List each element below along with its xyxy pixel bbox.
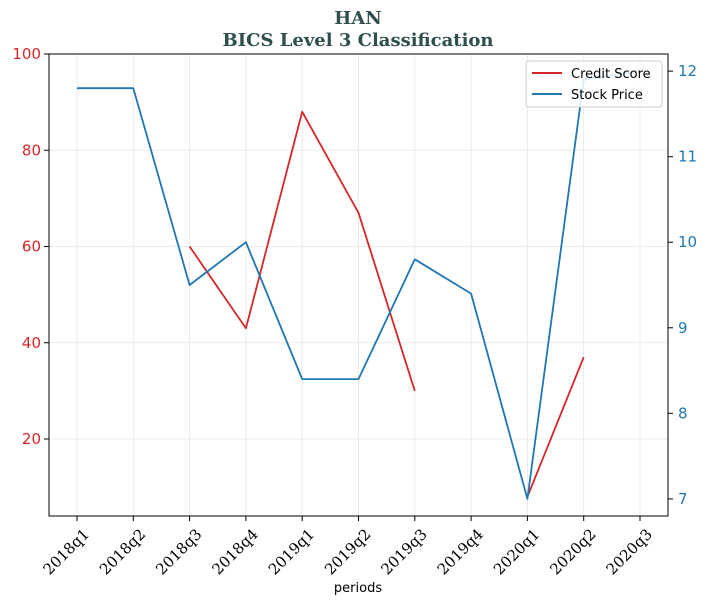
x-tick-label: 2018q4 (209, 525, 262, 578)
y-right-tick-label: 7 (678, 490, 688, 508)
x-axis-label: periods (334, 581, 382, 596)
y-right-tick-label: 10 (678, 233, 697, 251)
legend-label-stock-price: Stock Price (571, 88, 643, 103)
legend-label-credit-score: Credit Score (571, 67, 651, 82)
x-tick-label: 2019q1 (265, 525, 318, 578)
y-left-tick-label: 40 (22, 334, 41, 352)
x-tick-label: 2018q1 (40, 525, 93, 578)
legend: Credit Score Stock Price (525, 60, 663, 108)
y-left-tick-label: 60 (22, 238, 41, 256)
series-line-credit-score (526, 356, 585, 498)
x-tick-label: 2020q3 (603, 525, 656, 578)
series-line-stock-price (77, 70, 641, 500)
y-right-tick-label: 8 (678, 404, 688, 422)
y-right-tick-label: 11 (678, 148, 697, 166)
y-left-tick-label: 20 (22, 430, 41, 448)
chart-subtitle: BICS Level 3 Classification (222, 30, 493, 51)
chart-title: HAN (334, 8, 381, 29)
x-tick-label: 2019q2 (321, 525, 374, 578)
x-tick-label: 2019q3 (377, 525, 430, 578)
x-axis: 2018q1 2018q2 2018q3 2018q4 2019q1 2019q2 2019… (40, 516, 656, 578)
y-left-tick-label: 80 (22, 141, 41, 159)
y-left-tick-label: 100 (12, 45, 41, 63)
grid (49, 53, 668, 516)
x-tick-label: 2020q2 (546, 525, 599, 578)
y-right-tick-label: 9 (678, 319, 688, 337)
series-line-credit-score (188, 110, 416, 392)
x-tick-label: 2020q1 (490, 525, 543, 578)
left-axis: 20 40 60 80 100 (12, 45, 49, 448)
right-axis: 7 8 9 10 11 12 (668, 62, 697, 508)
series-lines (77, 70, 641, 500)
x-tick-label: 2019q4 (434, 525, 487, 578)
x-tick-label: 2018q3 (152, 525, 205, 578)
x-tick-label: 2018q2 (96, 525, 149, 578)
y-right-tick-label: 12 (678, 62, 697, 80)
